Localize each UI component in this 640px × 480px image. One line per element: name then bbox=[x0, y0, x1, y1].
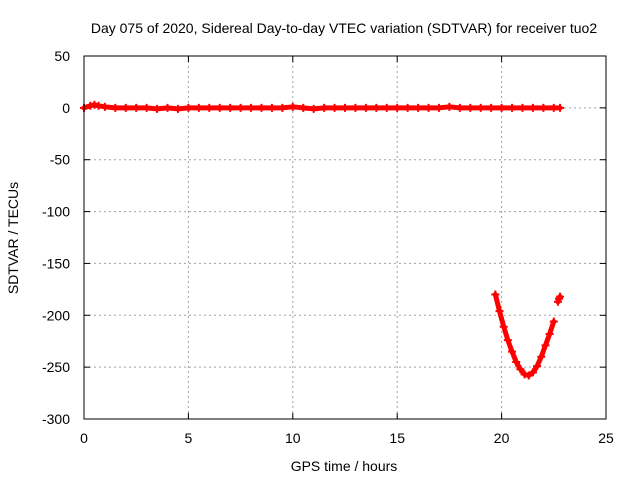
data-point bbox=[121, 103, 130, 112]
y-tick-label: -250 bbox=[42, 359, 70, 375]
plot-area bbox=[80, 100, 565, 380]
data-point bbox=[528, 103, 537, 112]
data-point bbox=[372, 103, 381, 112]
data-point bbox=[403, 103, 412, 112]
data-point bbox=[434, 103, 443, 112]
data-point bbox=[320, 103, 329, 112]
data-point bbox=[424, 103, 433, 112]
data-point bbox=[94, 101, 103, 110]
data-point bbox=[508, 103, 517, 112]
data-point bbox=[512, 357, 521, 366]
y-tick-label: -50 bbox=[50, 152, 70, 168]
x-tick-label: 15 bbox=[389, 430, 405, 446]
data-series bbox=[80, 100, 565, 113]
data-point bbox=[508, 347, 517, 356]
data-point bbox=[173, 104, 182, 113]
y-tick-label: -150 bbox=[42, 255, 70, 271]
data-point bbox=[503, 336, 512, 345]
x-tick-label: 25 bbox=[598, 430, 614, 446]
data-point bbox=[90, 100, 99, 109]
data-point bbox=[288, 102, 297, 111]
y-tick-label: -300 bbox=[42, 411, 70, 427]
x-tick-label: 0 bbox=[80, 430, 88, 446]
data-point bbox=[236, 103, 245, 112]
y-tick-label: 0 bbox=[62, 100, 70, 116]
data-point bbox=[132, 103, 141, 112]
data-point bbox=[111, 103, 120, 112]
data-point bbox=[549, 317, 558, 326]
data-point bbox=[299, 103, 308, 112]
plot-frame bbox=[83, 55, 607, 420]
chart-title: Day 075 of 2020, Sidereal Day-to-day VTE… bbox=[91, 20, 598, 36]
data-point bbox=[476, 103, 485, 112]
y-tick-label: 50 bbox=[54, 48, 70, 64]
axes: 0 5 10 15 20 25 50 0 -50 -100 -150 -200 -250 -300 bbox=[42, 48, 614, 446]
y-tick-label: -100 bbox=[42, 204, 70, 220]
data-point bbox=[163, 103, 172, 112]
data-point bbox=[393, 103, 402, 112]
data-point bbox=[330, 103, 339, 112]
data-point bbox=[499, 322, 508, 331]
data-point bbox=[267, 103, 276, 112]
data-point bbox=[524, 371, 533, 380]
data-point bbox=[226, 103, 235, 112]
data-point bbox=[545, 329, 554, 338]
data-point bbox=[194, 103, 203, 112]
x-axis-label: GPS time / hours bbox=[291, 458, 398, 474]
data-point bbox=[556, 103, 565, 112]
data-point bbox=[153, 104, 162, 113]
x-tick-label: 20 bbox=[494, 430, 510, 446]
data-point bbox=[309, 104, 318, 113]
data-point bbox=[247, 103, 256, 112]
y-tick-label: -200 bbox=[42, 307, 70, 323]
data-point bbox=[520, 370, 529, 379]
data-point bbox=[278, 103, 287, 112]
x-tick-label: 10 bbox=[285, 430, 301, 446]
data-point bbox=[537, 352, 546, 361]
data-point bbox=[257, 103, 266, 112]
data-point bbox=[539, 103, 548, 112]
x-tick-label: 5 bbox=[185, 430, 193, 446]
data-point bbox=[528, 368, 537, 377]
data-point bbox=[455, 103, 464, 112]
data-point bbox=[516, 365, 525, 374]
data-point bbox=[361, 103, 370, 112]
data-series bbox=[553, 292, 565, 306]
data-point bbox=[215, 103, 224, 112]
data-point bbox=[541, 341, 550, 350]
data-point bbox=[495, 307, 504, 316]
y-axis-label: SDTVAR / TECUs bbox=[5, 182, 21, 294]
data-point bbox=[184, 103, 193, 112]
data-point bbox=[351, 103, 360, 112]
data-point bbox=[86, 101, 95, 110]
data-point bbox=[414, 103, 423, 112]
series-trace bbox=[492, 292, 557, 378]
data-point bbox=[518, 103, 527, 112]
data-point bbox=[533, 362, 542, 371]
data-point bbox=[100, 102, 109, 111]
data-point bbox=[497, 103, 506, 112]
data-point bbox=[556, 292, 565, 301]
data-point bbox=[466, 103, 475, 112]
data-point bbox=[491, 290, 500, 299]
data-series bbox=[491, 290, 558, 380]
data-point bbox=[445, 102, 454, 111]
data-point bbox=[487, 103, 496, 112]
data-point bbox=[382, 103, 391, 112]
data-point bbox=[142, 103, 151, 112]
data-point bbox=[341, 103, 349, 112]
data-point bbox=[205, 103, 214, 112]
